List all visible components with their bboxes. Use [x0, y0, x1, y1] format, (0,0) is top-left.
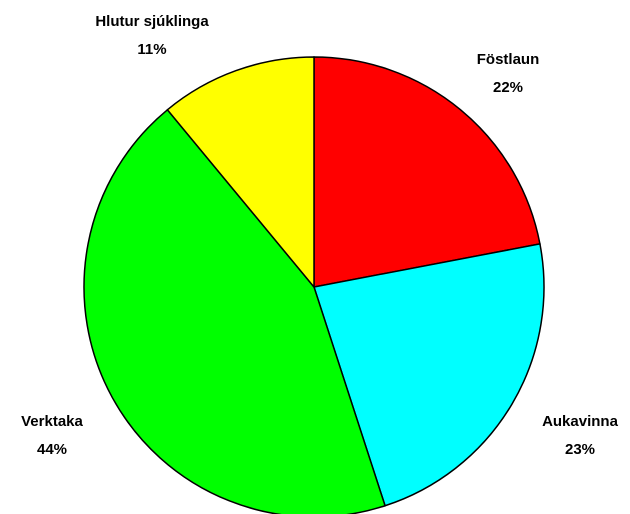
slice-label: Verktaka — [21, 413, 83, 430]
slice-value-label: 44% — [37, 441, 67, 458]
slice-value-label: 23% — [565, 441, 595, 458]
slice-label: Hlutur sjúklinga — [95, 13, 209, 30]
slice-value-label: 11% — [137, 41, 166, 58]
pie-slice — [313, 56, 541, 288]
slice-value-label: 22% — [493, 79, 523, 96]
slice-label: Föstlaun — [477, 51, 540, 68]
pie-slice — [83, 108, 387, 514]
pie-slice — [313, 243, 545, 507]
slice-label: Aukavinna — [542, 413, 619, 430]
pie-slice — [166, 56, 315, 290]
